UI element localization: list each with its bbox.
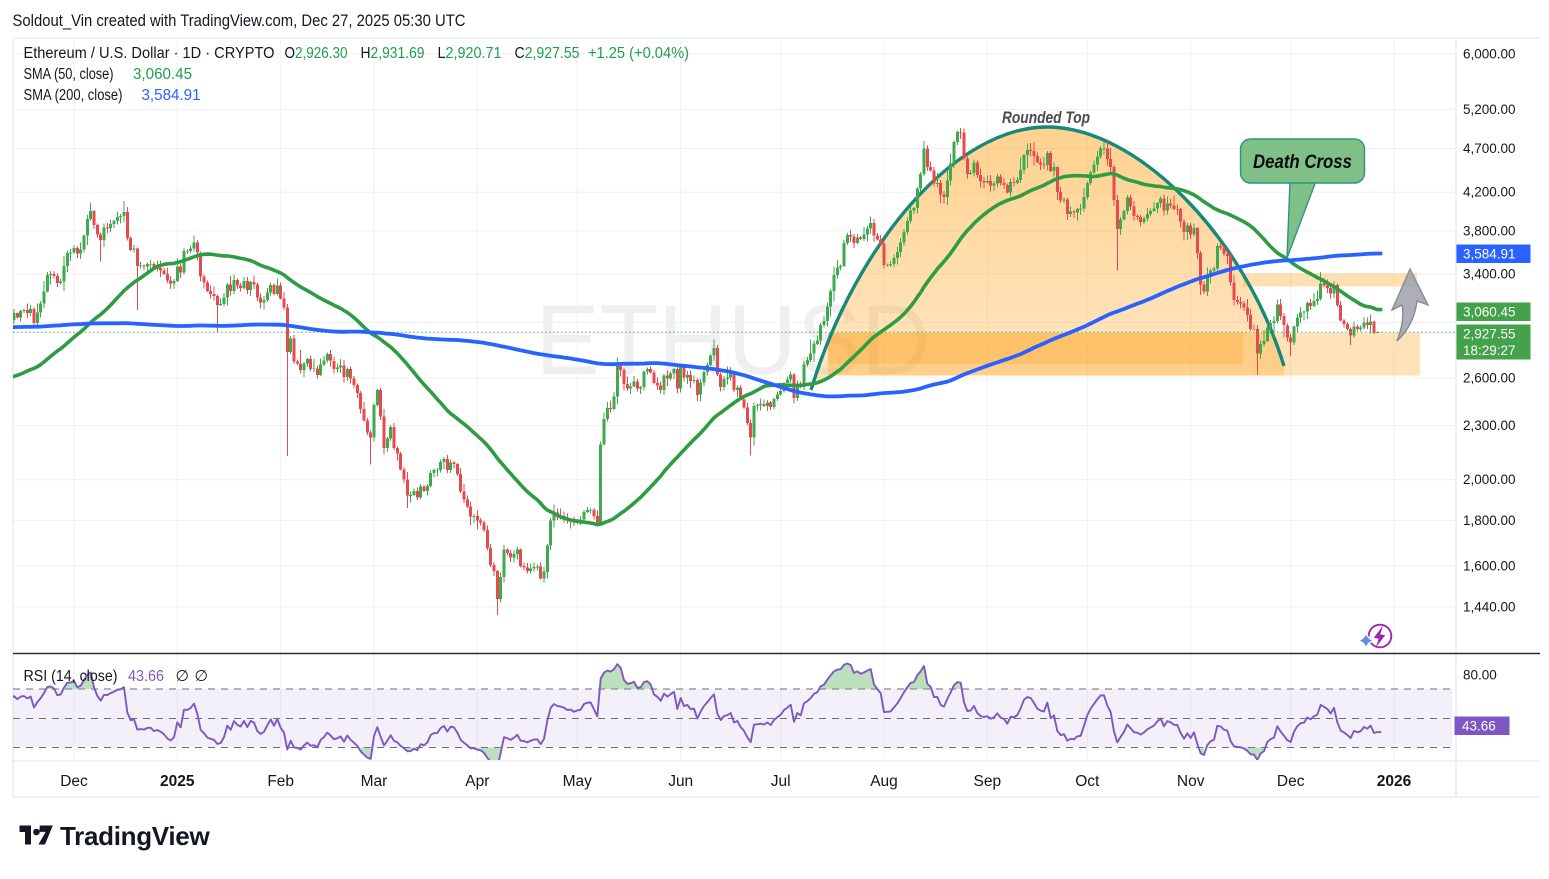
svg-text:SMA (50, close): SMA (50, close) xyxy=(24,66,114,83)
svg-text:∅: ∅ xyxy=(176,668,190,685)
svg-text:Jun: Jun xyxy=(668,773,693,790)
svg-text:Dec: Dec xyxy=(1277,773,1305,790)
svg-text:Feb: Feb xyxy=(267,773,294,790)
svg-text:Nov: Nov xyxy=(1177,773,1205,790)
svg-text:RSI (14, close): RSI (14, close) xyxy=(24,668,118,685)
svg-text:18:29:27: 18:29:27 xyxy=(1463,343,1516,358)
svg-text:3,400.00: 3,400.00 xyxy=(1463,267,1516,282)
svg-text:4,700.00: 4,700.00 xyxy=(1463,141,1516,156)
svg-text:Death Cross: Death Cross xyxy=(1253,151,1352,173)
svg-text:Dec: Dec xyxy=(60,773,88,790)
svg-text:43.66: 43.66 xyxy=(1462,719,1496,734)
svg-text:2,300.00: 2,300.00 xyxy=(1463,418,1516,433)
svg-text:2,000.00: 2,000.00 xyxy=(1463,472,1516,487)
svg-text:1,440.00: 1,440.00 xyxy=(1463,599,1516,614)
svg-text:O2,926.30: O2,926.30 xyxy=(285,45,348,62)
svg-text:TradingView: TradingView xyxy=(60,821,210,851)
svg-text:6,000.00: 6,000.00 xyxy=(1463,46,1516,61)
svg-text:Sep: Sep xyxy=(974,773,1002,790)
svg-text:3,800.00: 3,800.00 xyxy=(1463,223,1516,238)
svg-text:3,060.45: 3,060.45 xyxy=(1463,305,1516,320)
svg-text:∅: ∅ xyxy=(195,668,209,685)
svg-text:May: May xyxy=(563,773,593,790)
svg-text:2025: 2025 xyxy=(160,773,195,790)
svg-text:H2,931.69: H2,931.69 xyxy=(361,45,425,62)
svg-text:2026: 2026 xyxy=(1377,773,1412,790)
svg-text:Oct: Oct xyxy=(1075,773,1100,790)
svg-text:Soldout_Vin created with Tradi: Soldout_Vin created with TradingView.com… xyxy=(13,11,466,30)
svg-text:2,600.00: 2,600.00 xyxy=(1463,371,1516,386)
svg-text:Ethereum / U.S. Dollar · 1D ·: Ethereum / U.S. Dollar · 1D · CRYPTO xyxy=(24,45,275,62)
svg-text:SMA (200, close): SMA (200, close) xyxy=(24,87,123,104)
svg-text:L2,920.71: L2,920.71 xyxy=(438,45,502,62)
svg-text:1,800.00: 1,800.00 xyxy=(1463,513,1516,528)
svg-text:+1.25 (+0.04%): +1.25 (+0.04%) xyxy=(588,45,689,62)
svg-text:43.66: 43.66 xyxy=(128,668,164,685)
svg-text:80.00: 80.00 xyxy=(1463,668,1497,683)
svg-text:Rounded Top: Rounded Top xyxy=(1002,108,1090,127)
svg-text:C2,927.55: C2,927.55 xyxy=(515,45,580,62)
svg-text:Mar: Mar xyxy=(361,773,388,790)
svg-text:3,060.45: 3,060.45 xyxy=(133,66,192,83)
svg-text:4,200.00: 4,200.00 xyxy=(1463,185,1516,200)
svg-text:2,927.55: 2,927.55 xyxy=(1463,327,1516,342)
svg-text:Aug: Aug xyxy=(870,773,898,790)
svg-text:1,600.00: 1,600.00 xyxy=(1463,559,1516,574)
svg-text:5,200.00: 5,200.00 xyxy=(1463,102,1516,117)
svg-text:3,584.91: 3,584.91 xyxy=(1463,247,1516,262)
svg-text:Jul: Jul xyxy=(771,773,791,790)
svg-text:Apr: Apr xyxy=(465,773,489,790)
svg-text:3,584.91: 3,584.91 xyxy=(142,87,201,104)
